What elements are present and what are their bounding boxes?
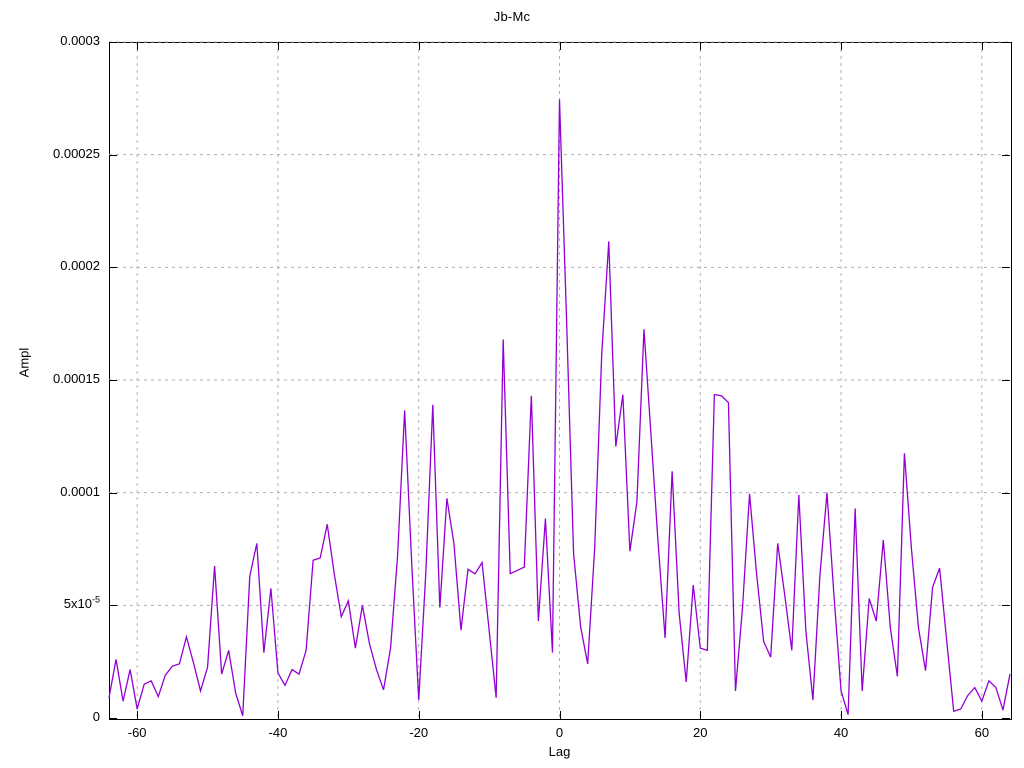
y-tick-mark [1002,154,1010,156]
y-tick-mark [109,154,117,156]
y-tick-label: 0.00015 [53,371,100,386]
y-tick-label: 0.0002 [60,258,100,274]
y-tick-mark [109,605,117,607]
x-tick-label: -40 [268,725,288,740]
data-series [108,99,1011,716]
x-tick-mark [559,42,561,50]
y-tick-label: 0.0001 [60,483,100,499]
y-tick-label: 0.0003 [60,33,100,48]
x-tick-label: -20 [409,725,429,740]
y-tick-mark [109,267,117,269]
x-tick-label: 0 [555,725,564,740]
series-line-0 [108,99,1011,716]
x-tick-mark [277,711,279,719]
y-tick-mark [1002,492,1010,494]
x-tick-mark [981,711,983,719]
x-tick-mark [418,711,420,719]
y-tick-label: 0.00025 [53,145,100,161]
y-tick-mark [109,718,117,719]
plot-area [109,42,1012,720]
y-tick-mark [109,492,117,494]
y-tick-mark [109,380,117,381]
x-tick-mark [700,42,702,50]
gridlines [109,41,1010,718]
x-tick-mark [277,42,279,50]
x-tick-mark [841,711,843,719]
x-tick-mark [841,42,843,50]
chart-title: Jb-Mc [493,9,531,24]
y-tick-mark [1002,605,1010,607]
x-tick-mark [418,42,420,50]
x-tick-mark [700,711,702,719]
x-tick-mark [137,42,139,50]
plot-svg [108,41,1011,718]
y-tick-label: 5x10-5 [63,595,100,612]
y-tick-mark [1002,718,1010,719]
x-tick-mark [981,42,983,50]
y-tick-label: 0 [92,709,100,724]
x-tick-label: -60 [127,725,147,740]
x-axis-label: Lag [548,744,571,759]
x-tick-mark [559,711,561,719]
y-tick-mark [109,42,117,43]
y-tick-mark [1002,267,1010,269]
x-tick-label: 60 [974,725,990,740]
x-tick-mark [137,711,139,719]
x-tick-label: 40 [833,725,849,740]
y-tick-mark [1002,380,1010,381]
y-tick-mark [1002,42,1010,43]
x-tick-label: 20 [693,725,708,740]
